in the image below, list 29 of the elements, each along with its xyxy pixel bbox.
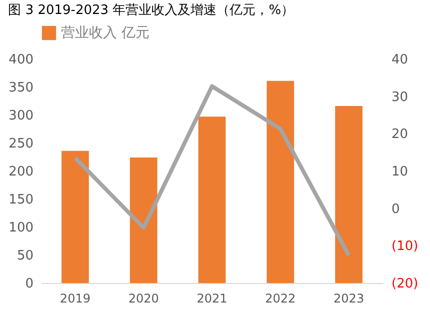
bar [266,80,294,283]
line-series [73,84,351,258]
y-tick-label: 50 [16,248,34,264]
legend-label: 营业收入 亿元 [61,25,150,41]
bar [335,106,362,283]
y2-tick-label: 10 [392,164,408,180]
y-tick-label: 400 [8,52,34,68]
bar [130,158,158,283]
y-tick-label: 100 [8,220,34,236]
y-tick-label: 350 [8,80,34,96]
y-tick-label: 300 [8,108,34,124]
x-tick-label: 2023 [334,292,364,306]
y2-tick-label: 0 [392,202,400,217]
y-tick-label: 250 [8,136,34,152]
y2-tick-label: 20 [392,127,408,142]
y-tick-label: 0 [25,276,34,292]
y2-tick-label: (20) [392,276,418,292]
y2-tick-label: (10) [392,239,418,254]
y2-tick-label: 30 [392,90,408,105]
y2-tick-label: 40 [392,52,408,68]
chart-title: 图 3 2019-2023 年营业收入及增速（亿元，%） [8,3,294,18]
x-tick-label: 2020 [128,292,159,306]
y-tick-label: 150 [8,192,34,208]
bar [198,116,226,283]
x-tick-label: 2022 [265,292,296,306]
x-tick-label: 2019 [60,292,90,306]
x-tick-label: 2021 [196,292,228,306]
bar [62,150,89,283]
y-tick-label: 200 [8,164,34,180]
